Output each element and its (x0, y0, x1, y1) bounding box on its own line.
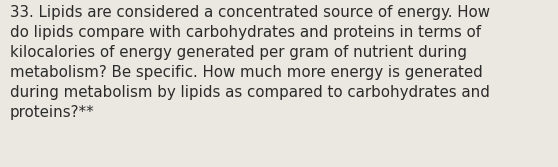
Text: 33. Lipids are considered a concentrated source of energy. How
do lipids compare: 33. Lipids are considered a concentrated… (10, 5, 490, 120)
